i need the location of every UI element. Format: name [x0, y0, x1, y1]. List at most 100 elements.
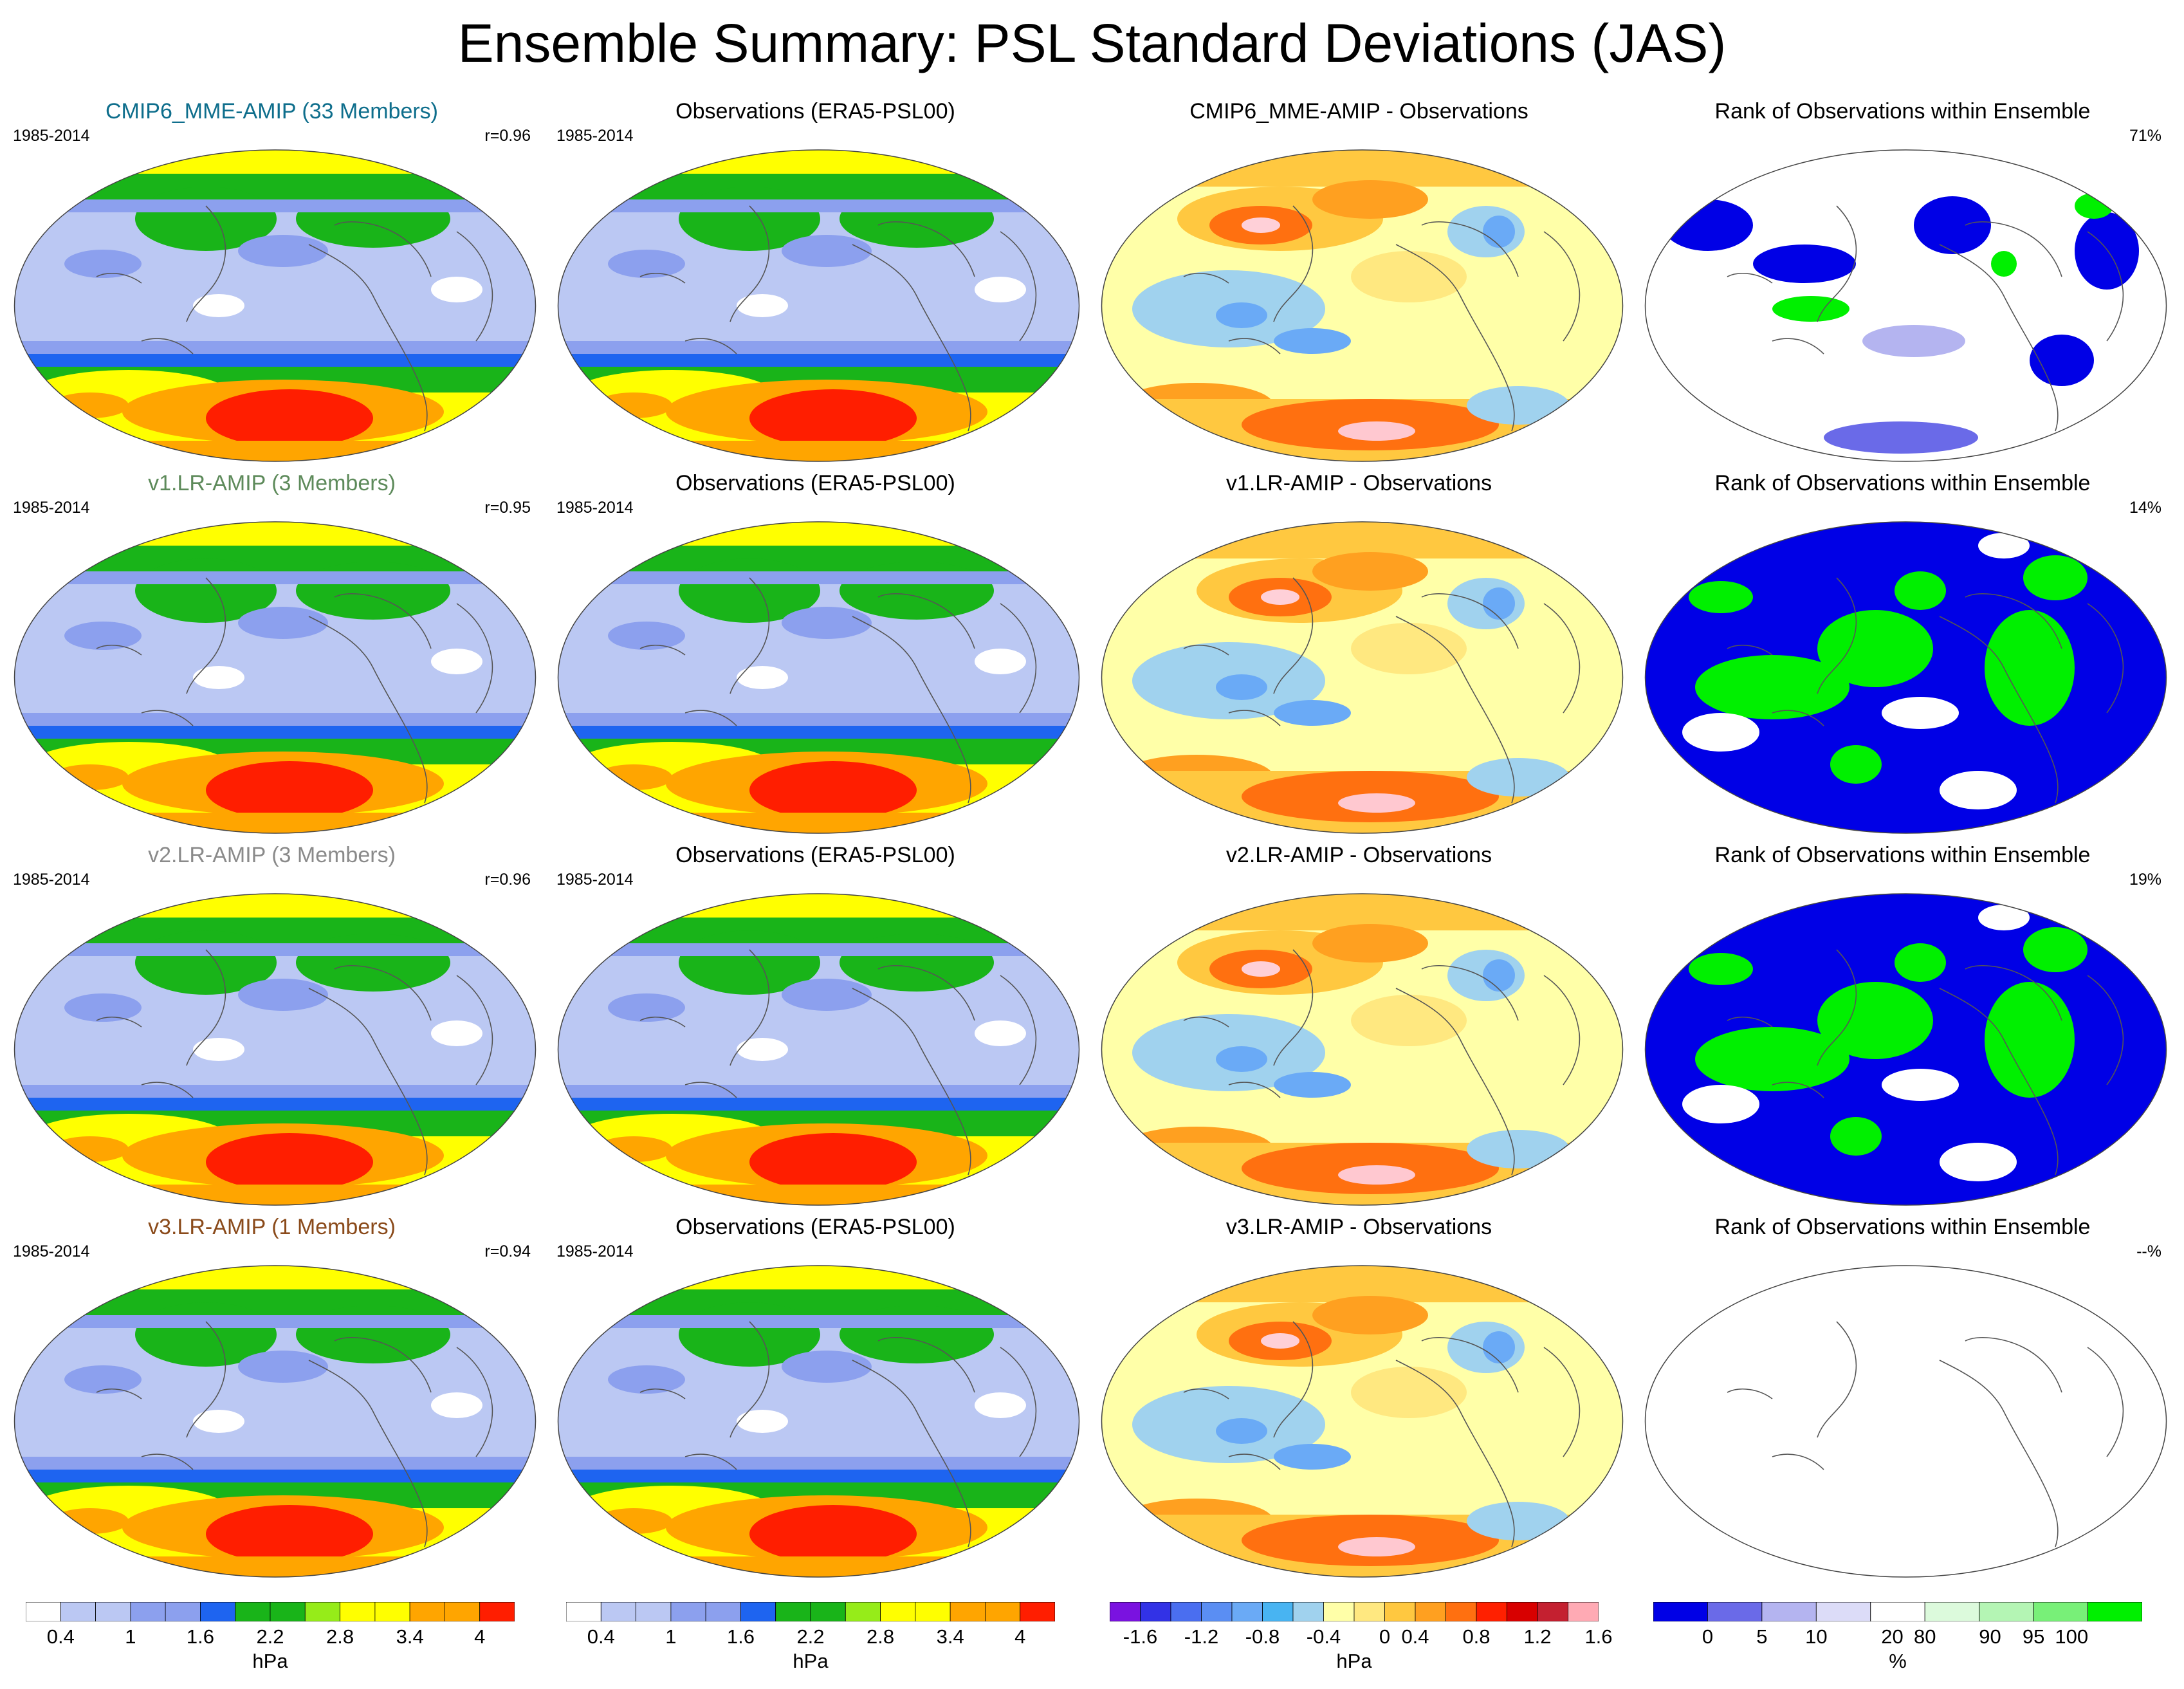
ensemble-map: [13, 520, 537, 835]
difference-map: [1100, 892, 1624, 1207]
panel-title: CMIP6_MME-AMIP - Observations: [1189, 99, 1528, 124]
colorbar-unit-label: hPa: [793, 1650, 829, 1672]
colorbar-swatch: [1870, 1602, 1925, 1621]
colorbar-swatch: [1476, 1602, 1507, 1621]
colorbar-swatch: [915, 1602, 951, 1621]
colorbar-tick-label: 1.6: [726, 1625, 755, 1648]
difference-panel: v3.LR-AMIP - Observations: [1087, 1212, 1631, 1585]
colorbar-tick-label: 3.4: [936, 1625, 964, 1648]
colorbar-swatch: [1323, 1602, 1355, 1621]
colorbar-tick-label: 2.8: [326, 1625, 354, 1648]
colorbar-swatch: [1292, 1602, 1324, 1621]
rank-percent-label: 71%: [2129, 127, 2161, 145]
colorbar-swatch: [235, 1602, 271, 1621]
colorbar-tick-label: 2.8: [867, 1625, 895, 1648]
colorbar-swatch: [60, 1602, 96, 1621]
sd-colorbar-1: 0.4 1 1.6 2.2 2.8 3.4 4 hPa: [26, 1602, 569, 1686]
colorbar-swatch: [1761, 1602, 1817, 1621]
colorbar-swatch: [1815, 1602, 1871, 1621]
colorbar-swatch: [740, 1602, 776, 1621]
panel-row-2: v1.LR-AMIP (3 Members) 1985-2014 r=0.95 Obs…: [0, 468, 2184, 842]
colorbar-swatch: [600, 1602, 636, 1621]
colorbar-swatch: [2033, 1602, 2088, 1621]
colorbar-tick-label: 0.8: [1462, 1625, 1491, 1648]
panel-title: v3.LR-AMIP - Observations: [1225, 1215, 1492, 1239]
rank-panel: Rank of Observations within Ensemble 14%: [1631, 468, 2174, 842]
colorbar-swatch: [1979, 1602, 2034, 1621]
period-label: 1985-2014: [13, 127, 90, 145]
period-label: 1985-2014: [13, 1242, 90, 1260]
panel-title: v2.LR-AMIP - Observations: [1225, 843, 1492, 867]
period-label: 1985-2014: [556, 499, 634, 517]
colorbar-swatch: [270, 1602, 306, 1621]
colorbar-tick-label: 0.4: [46, 1625, 75, 1648]
colorbar-swatch: [985, 1602, 1021, 1621]
colorbar-swatch: [670, 1602, 706, 1621]
colorbar-swatch: [165, 1602, 201, 1621]
colorbar-tick-label: 1: [125, 1625, 136, 1648]
observations-map: [556, 520, 1081, 835]
panel-row-3: v2.LR-AMIP (3 Members) 1985-2014 r=0.96 Obs…: [0, 840, 2184, 1214]
observations-map: [556, 892, 1081, 1207]
difference-map: [1100, 148, 1624, 463]
period-label: 1985-2014: [556, 1242, 634, 1260]
colorbar-swatch: [845, 1602, 881, 1621]
difference-panel: v2.LR-AMIP - Observations: [1087, 840, 1631, 1214]
colorbar-tick-label: 0: [1379, 1625, 1391, 1648]
rank-percent-label: --%: [2136, 1242, 2161, 1260]
colorbar-swatch: [705, 1602, 741, 1621]
colorbar-tick-label: 10: [1805, 1625, 1828, 1648]
colorbar-tick-label: -1.6: [1123, 1625, 1158, 1648]
colorbar-swatch: [810, 1602, 846, 1621]
colorbar-tick-label: 4: [1014, 1625, 1026, 1648]
ensemble-map: [13, 1264, 537, 1579]
colorbar-swatch: [566, 1602, 601, 1621]
colorbar-swatch: [95, 1602, 131, 1621]
colorbar-tick-label: 90: [1979, 1625, 2001, 1648]
correlation-label: r=0.95: [484, 499, 531, 517]
colorbar-tick-label: 2.2: [796, 1625, 825, 1648]
rank-panel: Rank of Observations within Ensemble --%: [1631, 1212, 2174, 1585]
difference-panel: v1.LR-AMIP - Observations: [1087, 468, 1631, 842]
rank-map: [1644, 1264, 2168, 1579]
colorbar-tick-label: -0.8: [1245, 1625, 1280, 1648]
colorbar-tick-label: 1.2: [1523, 1625, 1552, 1648]
panel-title: CMIP6_MME-AMIP (33 Members): [105, 99, 439, 124]
rank-colorbar: 0 5 10 20 80 90 95 100%: [1653, 1602, 2184, 1686]
ensemble-panel: v3.LR-AMIP (1 Members) 1985-2014 r=0.94: [0, 1212, 544, 1585]
rank-percent-label: 14%: [2129, 499, 2161, 517]
rank-panel: Rank of Observations within Ensemble 71%: [1631, 97, 2174, 470]
panel-title: Observations (ERA5-PSL00): [675, 1215, 955, 1239]
difference-panel: CMIP6_MME-AMIP - Observations: [1087, 97, 1631, 470]
rank-colorbar-swatches: [1653, 1602, 2142, 1621]
colorbar-swatch: [950, 1602, 986, 1621]
colorbar-tick-label: 1.6: [186, 1625, 214, 1648]
sd-colorbar-2: 0.4 1 1.6 2.2 2.8 3.4 4 hPa: [566, 1602, 1110, 1686]
colorbar-swatch: [26, 1602, 61, 1621]
colorbar-swatch: [1110, 1602, 1141, 1621]
colorbar-swatch: [636, 1602, 672, 1621]
ensemble-map: [13, 892, 537, 1207]
colorbar-swatch: [1653, 1602, 1708, 1621]
observations-map: [556, 148, 1081, 463]
colorbar-swatch: [775, 1602, 811, 1621]
colorbar-tick-label: 1: [665, 1625, 677, 1648]
colorbar-swatch: [1924, 1602, 1980, 1621]
colorbar-tick-label: 5: [1756, 1625, 1768, 1648]
panel-title: Rank of Observations within Ensemble: [1714, 99, 2091, 124]
colorbar-swatch: [1568, 1602, 1599, 1621]
colorbar-tick-label: 4: [474, 1625, 486, 1648]
colorbar-swatch: [130, 1602, 166, 1621]
colorbar-swatch: [880, 1602, 916, 1621]
rank-percent-label: 19%: [2129, 871, 2161, 889]
observations-map: [556, 1264, 1081, 1579]
colorbar-swatch: [1415, 1602, 1446, 1621]
colorbar-tick-label: 1.6: [1584, 1625, 1613, 1648]
colorbar-swatch: [1140, 1602, 1171, 1621]
colorbar-swatch: [1201, 1602, 1233, 1621]
difference-map: [1100, 1264, 1624, 1579]
observations-panel: Observations (ERA5-PSL00) 1985-2014: [544, 468, 1087, 842]
colorbar-swatch: [1354, 1602, 1385, 1621]
colorbar-swatch: [304, 1602, 340, 1621]
rank-map: [1644, 892, 2168, 1207]
